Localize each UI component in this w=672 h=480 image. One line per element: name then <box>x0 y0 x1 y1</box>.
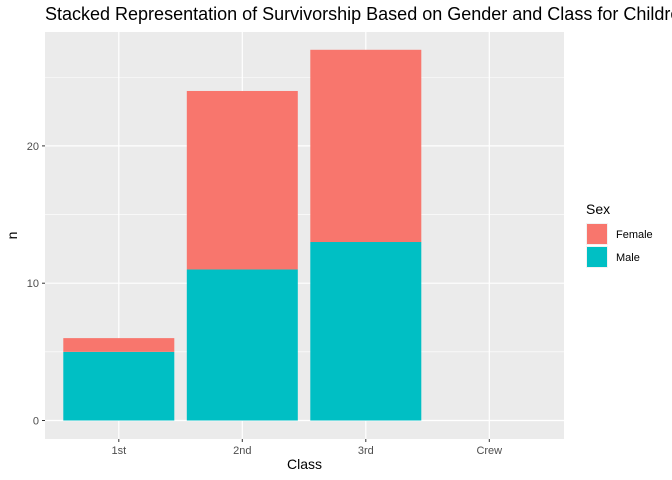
legend-label-female: Female <box>616 229 653 241</box>
y-tick-label: 0 <box>33 416 39 428</box>
x-tick-label: 3rd <box>358 445 374 457</box>
bar-male-2nd <box>186 269 298 421</box>
bar-male-1st <box>63 351 175 421</box>
x-axis-title: Class <box>287 456 322 472</box>
legend-swatch-male <box>587 247 607 267</box>
legend-label-male: Male <box>616 252 640 264</box>
legend-swatch-female <box>587 224 607 244</box>
legend: Sex Female Male <box>586 201 653 268</box>
x-tick-label: Crew <box>476 445 502 457</box>
legend-title: Sex <box>586 201 610 217</box>
y-tick-label: 20 <box>27 141 39 153</box>
bar-female-2nd <box>186 90 298 270</box>
x-axis: 1st 2nd 3rd Crew <box>111 439 502 457</box>
bar-female-3rd <box>310 49 422 243</box>
y-axis-title: n <box>4 232 20 240</box>
x-tick-label: 2nd <box>233 445 251 457</box>
bar-male-3rd <box>310 242 422 421</box>
chart-title: Stacked Representation of Survivorship B… <box>45 4 672 24</box>
bars <box>63 49 422 421</box>
bar-female-1st <box>63 338 175 352</box>
y-axis: 0 10 20 <box>27 141 45 428</box>
y-tick-label: 10 <box>27 278 39 290</box>
x-tick-label: 1st <box>111 445 126 457</box>
